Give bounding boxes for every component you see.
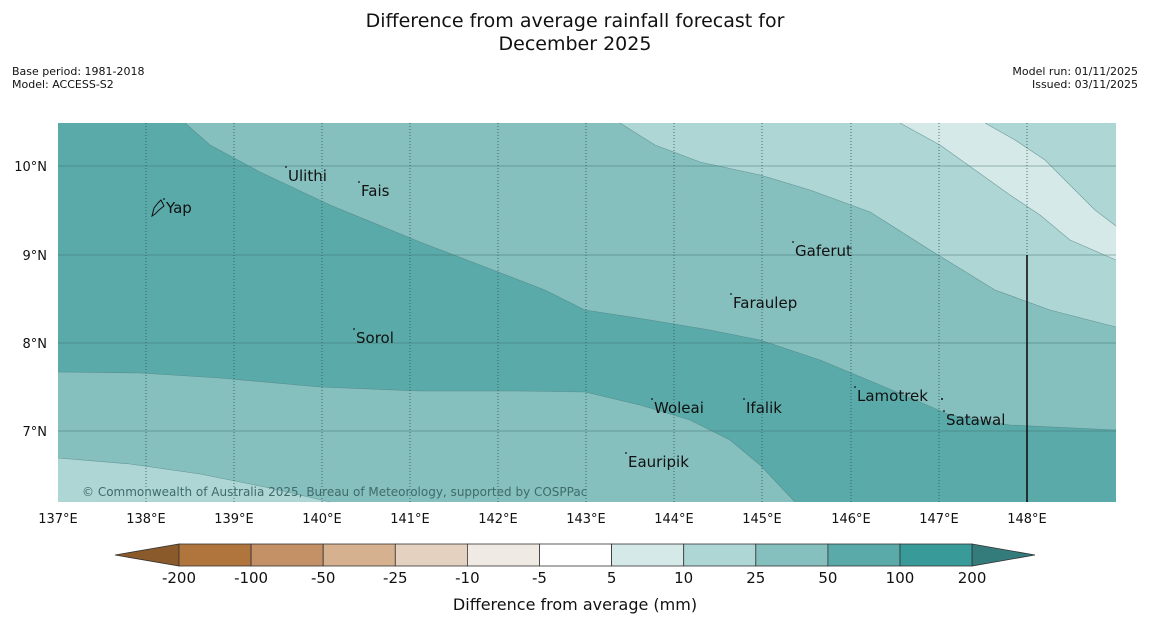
colorbar-segment [394, 543, 468, 567]
base-period-text: Base period: 1981-2018 [12, 65, 145, 78]
longitude-gridlines [145, 123, 1028, 502]
place-label-fais: Fais [361, 182, 390, 200]
island-dot [943, 410, 945, 412]
map-title: Difference from average rainfall forecas… [0, 10, 1150, 56]
colorbar-segment [250, 543, 324, 567]
x-tick-label: 143°E [566, 512, 606, 527]
band-10-25-lower [58, 458, 330, 502]
contour-lines [57, 122, 1117, 503]
place-labels: Yap Ulithi Fais Gaferut Faraulep Sorol Woleai I… [163, 166, 1005, 471]
place-label-sorol: Sorol [356, 329, 394, 347]
place-label-gaferut: Gaferut [795, 242, 852, 260]
map-title-line2: December 2025 [498, 33, 652, 55]
colorbar-labels: -200 -100 -50 -25 -10 -5 5 10 25 50 100 200 [162, 569, 986, 587]
meta-left: Base period: 1981-2018 Model: ACCESS-S2 [12, 65, 144, 91]
y-tick-label: 7°N [23, 425, 48, 440]
colorbar-tick-label: -25 [383, 569, 408, 587]
y-tick-label: 8°N [23, 337, 48, 352]
latitude-gridlines [58, 165, 1116, 432]
y-tick-label: 9°N [23, 249, 48, 264]
place-label-woleai: Woleai [654, 399, 704, 417]
x-tick-label: 142°E [478, 512, 518, 527]
x-tick-label: 144°E [654, 512, 694, 527]
colorbar-tick-label: -50 [311, 569, 336, 587]
colorbar-segment [683, 543, 757, 567]
band-5-10-upper [900, 123, 1116, 260]
colorbar-extend-low [114, 543, 180, 567]
model-run-text: Model run: 01/11/2025 [1012, 65, 1138, 78]
island-dot [163, 198, 165, 200]
place-label-lamotrek: Lamotrek [857, 387, 928, 405]
model-text: Model: ACCESS-S2 [12, 78, 114, 91]
map-title-line1: Difference from average rainfall forecas… [365, 10, 785, 32]
island-dot [941, 398, 943, 400]
colorbar-segment [466, 543, 540, 567]
island-dot [854, 386, 856, 388]
colorbar-segment [322, 543, 396, 567]
colorbar-tick-label: 10 [674, 569, 693, 587]
island-dot [792, 241, 794, 243]
copyright-text: © Commonwealth of Australia 2025, Bureau… [82, 485, 587, 499]
colorbar [114, 543, 1036, 567]
colorbar-tick-label: 100 [886, 569, 915, 587]
colorbar-segment [755, 543, 829, 567]
place-label-faraulep: Faraulep [733, 294, 797, 312]
island-dot [743, 398, 745, 400]
island-dot [358, 181, 360, 183]
x-tick-labels: 137°E 138°E 139°E 140°E 141°E 142°E 143°E 144°E… [38, 512, 1047, 527]
colorbar-tick-label: -5 [532, 569, 547, 587]
colorbar-segment [611, 543, 685, 567]
island-dot [285, 166, 287, 168]
x-tick-label: 147°E [919, 512, 959, 527]
colorbar-segment [539, 543, 612, 567]
y-tick-labels: 10°N 9°N 8°N 7°N [14, 160, 47, 440]
colorbar-extend-high [971, 543, 1036, 567]
colorbar-tick-label: 5 [607, 569, 617, 587]
x-tick-label: 137°E [38, 512, 78, 527]
x-tick-label: 140°E [302, 512, 342, 527]
x-tick-label: 141°E [390, 512, 430, 527]
place-label-eauripik: Eauripik [628, 453, 689, 471]
yap-island-shape [151, 199, 165, 218]
y-tick-label: 10°N [14, 160, 47, 175]
colorbar-segment [827, 543, 901, 567]
band-25-50-lower [58, 372, 795, 502]
place-label-yap: Yap [165, 199, 192, 217]
place-label-ulithi: Ulithi [288, 167, 327, 185]
colorbar-segment [178, 543, 252, 567]
colorbar-tick-label: 200 [958, 569, 987, 587]
colorbar-title: Difference from average (mm) [452, 595, 698, 614]
island-dot [353, 328, 355, 330]
x-tick-label: 145°E [742, 512, 782, 527]
island-dot [651, 398, 653, 400]
place-label-ifalik: Ifalik [746, 399, 782, 417]
colorbar-tick-label: 25 [746, 569, 765, 587]
colorbar-tick-label: -10 [455, 569, 480, 587]
x-tick-label: 139°E [214, 512, 254, 527]
island-dot [625, 452, 627, 454]
meta-right: Model run: 01/11/2025 Issued: 03/11/2025 [1012, 65, 1138, 91]
x-tick-label: 138°E [126, 512, 166, 527]
colorbar-tick-label: 50 [818, 569, 837, 587]
issued-text: Issued: 03/11/2025 [1031, 78, 1138, 91]
colorbar-tick-label: -100 [234, 569, 268, 587]
x-tick-label: 148°E [1007, 512, 1047, 527]
island-dot [730, 293, 732, 295]
place-label-satawal: Satawal [946, 411, 1005, 429]
x-tick-label: 146°E [831, 512, 871, 527]
colorbar-segment [899, 543, 973, 567]
colorbar-tick-label: -200 [162, 569, 196, 587]
